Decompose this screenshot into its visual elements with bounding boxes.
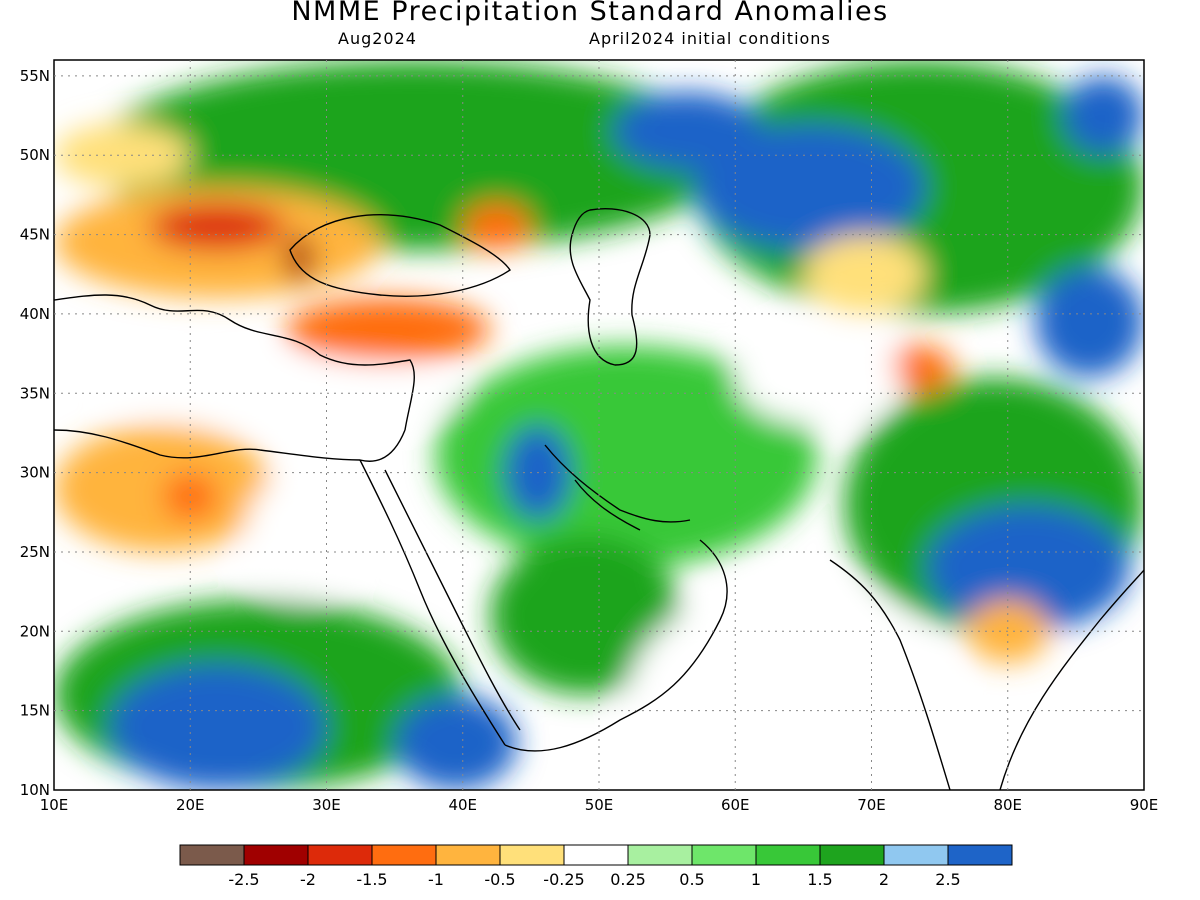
lon-tick-label: 70E [857, 796, 886, 814]
anomaly-region-ocean-arabian-sea [626, 583, 954, 790]
colorbar-swatch [435, 844, 501, 866]
valid-month-label: Aug2024 [338, 29, 417, 48]
colorbar-swatch [243, 844, 309, 866]
mediterranean-north-coast [54, 294, 415, 431]
colorbar-swatch [755, 844, 821, 866]
black-sea-coastline [289, 214, 511, 297]
persian-gulf-coastline [544, 444, 691, 531]
anomaly-region-caucasus-dry [462, 202, 531, 251]
lon-tick-label: 40E [448, 796, 477, 814]
lon-tick-label: 90E [1130, 796, 1159, 814]
lat-tick-label: 15N [20, 702, 50, 720]
colorbar-swatch [307, 844, 373, 866]
lon-tick-label: 10E [40, 796, 69, 814]
colorbar-swatch [499, 844, 565, 866]
anomaly-region-carpathian-dry [149, 202, 286, 251]
anomaly-region-sahara-east-neutral [244, 472, 354, 600]
arabian-peninsula-south-coast [504, 539, 728, 752]
colorbar-label: 2 [879, 870, 889, 889]
lat-tick-label: 30N [20, 464, 50, 482]
lat-tick-label: 50N [20, 146, 50, 164]
lon-tick-label: 20E [176, 796, 205, 814]
colorbar-label: 1 [751, 870, 761, 889]
colorbar-label: 1.5 [807, 870, 832, 889]
anomaly-region-sudan-core-wet [108, 663, 327, 790]
colorbar-label: 0.5 [679, 870, 704, 889]
colorbar-label: -2 [300, 870, 316, 889]
india-west-coast [829, 559, 951, 790]
mediterranean-south-coast [54, 429, 406, 462]
lat-tick-label: 35N [20, 384, 50, 402]
lat-tick-label: 25N [20, 543, 50, 561]
lon-tick-label: 30E [312, 796, 341, 814]
lat-tick-label: 20N [20, 622, 50, 640]
lon-tick-label: 60E [721, 796, 750, 814]
anomaly-region-north-east-wet [1062, 75, 1144, 156]
colorbar-label: 2.5 [935, 870, 960, 889]
plot-area [54, 60, 1144, 790]
lat-tick-label: 40N [20, 305, 50, 323]
colorbar-swatch [179, 844, 245, 866]
map-title: NMME Precipitation Standard Anomalies [291, 0, 889, 27]
anomaly-region-sahara-dry [54, 425, 272, 552]
lon-tick-label: 80E [993, 796, 1022, 814]
red-sea-coastline [359, 459, 521, 746]
colorbar-swatch [691, 844, 757, 866]
lat-tick-label: 55N [20, 67, 50, 85]
colorbar-swatch [563, 844, 629, 866]
anomaly-region-kazakh-west-wet [694, 123, 926, 251]
colorbar-label: -0.25 [543, 870, 584, 889]
anomaly-region-central-europe-dry [54, 123, 191, 187]
colorbar-label: -2.5 [228, 870, 259, 889]
anomaly-region-anatolia-dry [285, 298, 490, 362]
colorbar-label: -0.5 [484, 870, 515, 889]
colorbar-label: -1 [428, 870, 444, 889]
anomaly-region-kashmir-dry [885, 345, 954, 394]
anomaly-region-libya-core-dry [163, 472, 218, 521]
anomaly-region-afghan-neutral [735, 329, 899, 425]
colorbar-swatch [819, 844, 885, 866]
anomaly-region-india-core-wet [926, 504, 1131, 632]
colorbar-label: -1.5 [356, 870, 387, 889]
anomaly-region-horn-wet [394, 694, 518, 790]
anomaly-region-arabia-wet [490, 536, 681, 695]
colorbar-swatch [883, 844, 949, 866]
lon-tick-label: 50E [585, 796, 614, 814]
anomaly-region-kazakh-dry [803, 234, 926, 314]
lat-tick-label: 10N [20, 781, 50, 799]
colorbar-swatch [627, 844, 693, 866]
colorbar-label: 0.25 [610, 870, 646, 889]
colorbar-swatch [371, 844, 437, 866]
initial-conditions-label: April2024 initial conditions [589, 29, 831, 48]
india-east-coast [999, 569, 1144, 790]
colorbar-swatch [947, 844, 1013, 866]
lat-tick-label: 45N [20, 226, 50, 244]
anomaly-region-eastern-wet [1035, 266, 1144, 378]
